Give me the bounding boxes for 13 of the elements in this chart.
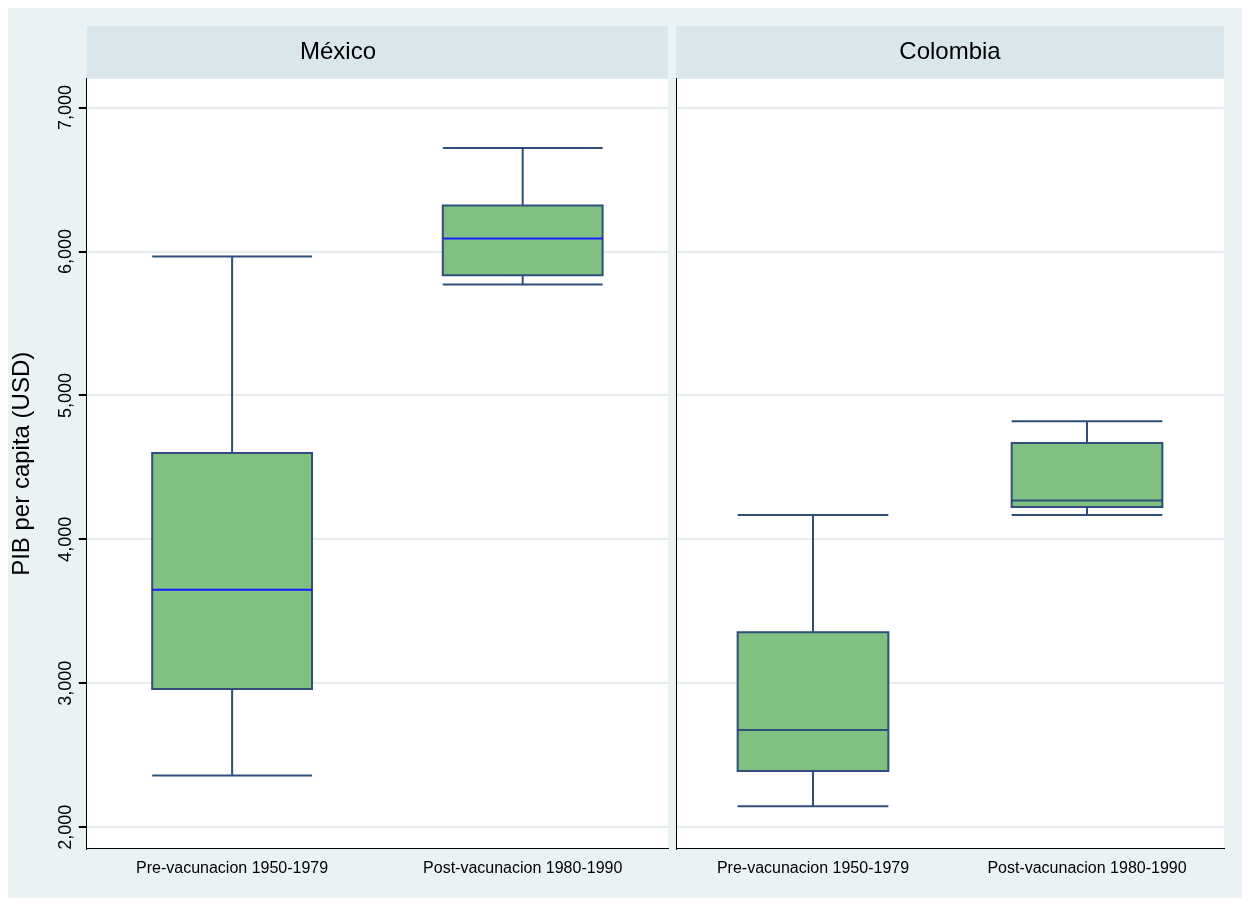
y-tick-label: 7,000 — [54, 85, 75, 131]
y-tick-label: 3,000 — [54, 660, 75, 706]
x-tick-label: Pre-vacunacion 1950-1979 — [136, 858, 329, 876]
x-tick-label: Post-vacunacion 1980-1990 — [423, 858, 623, 876]
y-tick-label: 2,000 — [54, 804, 75, 850]
y-tick-label: 4,000 — [54, 516, 75, 562]
x-tick-label: Post-vacunacion 1980-1990 — [987, 858, 1187, 876]
y-tick-label: 5,000 — [54, 372, 75, 418]
y-tick-label: 6,000 — [54, 228, 75, 275]
chart-title: Colombia — [899, 37, 1002, 65]
x-tick-label: Pre-vacunacion 1950-1979 — [716, 858, 910, 876]
chart-title: México — [299, 37, 377, 65]
y-axis-title: PIB per capita (USD) — [7, 351, 35, 576]
